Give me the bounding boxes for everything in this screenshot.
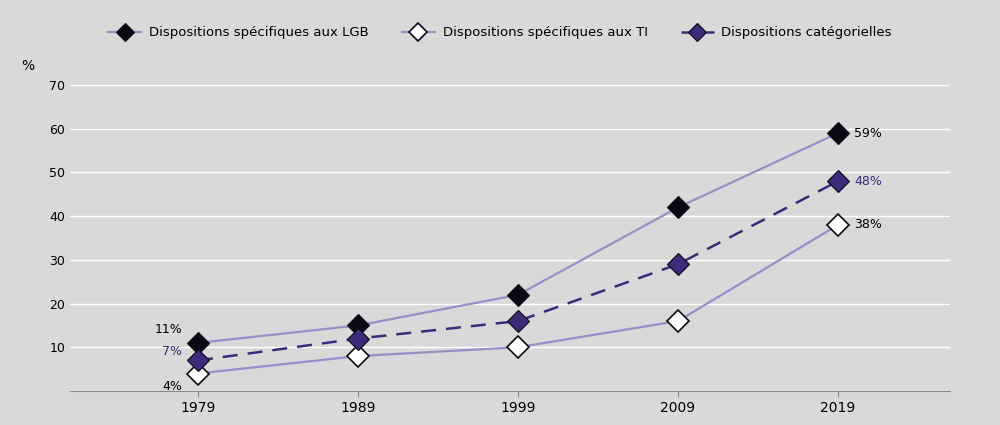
Text: 4%: 4% xyxy=(162,380,182,393)
Text: 38%: 38% xyxy=(854,218,882,231)
Text: 48%: 48% xyxy=(854,175,882,188)
Text: 7%: 7% xyxy=(162,345,182,358)
Legend: Dispositions spécifiques aux LGB, Dispositions spécifiques aux TI, Dispositions : Dispositions spécifiques aux LGB, Dispos… xyxy=(103,21,897,45)
Text: 11%: 11% xyxy=(154,323,182,336)
Text: 59%: 59% xyxy=(854,127,882,139)
Text: %: % xyxy=(22,59,35,73)
